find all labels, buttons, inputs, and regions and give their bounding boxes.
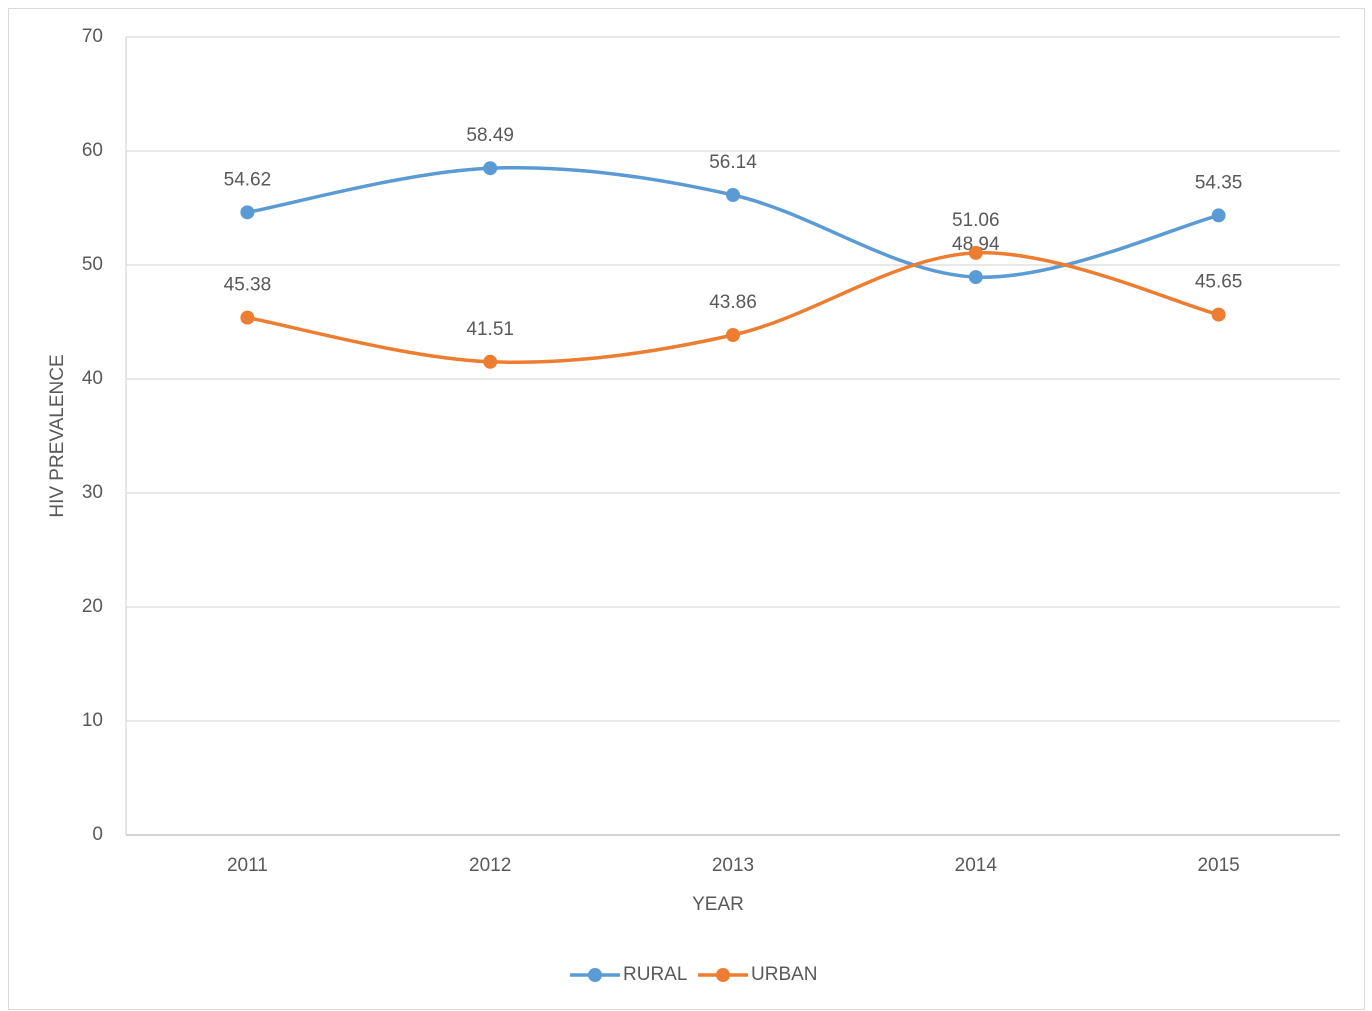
data-label: 58.49 <box>466 125 514 146</box>
point <box>483 354 498 369</box>
point <box>968 245 983 260</box>
legend-marker <box>588 968 602 982</box>
point <box>1211 307 1226 322</box>
y-tick-label: 70 <box>82 26 103 47</box>
point <box>968 270 983 285</box>
y-tick-label: 40 <box>82 368 103 389</box>
point <box>240 310 255 325</box>
y-tick-label: 0 <box>92 824 103 845</box>
x-tick-label: 2014 <box>955 855 998 876</box>
point <box>240 205 255 220</box>
chart-frame <box>8 8 1365 1010</box>
legend-label: RURAL <box>623 964 687 985</box>
x-axis-title: YEAR <box>692 894 744 915</box>
data-label: 56.14 <box>709 152 757 173</box>
x-tick-label: 2015 <box>1197 855 1239 876</box>
y-tick-label: 20 <box>82 596 103 617</box>
data-label: 51.06 <box>952 210 1000 231</box>
y-tick-label: 60 <box>82 140 103 161</box>
data-label: 54.35 <box>1195 172 1243 193</box>
data-label: 54.62 <box>224 169 272 190</box>
data-label: 41.51 <box>466 319 514 340</box>
data-label: 45.65 <box>1195 272 1243 293</box>
data-label: 45.38 <box>224 275 272 296</box>
y-tick-label: 10 <box>82 710 103 731</box>
point <box>483 161 498 176</box>
y-tick-label: 30 <box>82 482 103 503</box>
data-label: 48.94 <box>952 234 1000 255</box>
legend-marker <box>716 968 730 982</box>
point <box>726 188 740 203</box>
point <box>726 327 740 342</box>
data-label: 43.86 <box>709 292 757 313</box>
y-axis-title: HIV PREVALENCE <box>47 354 68 517</box>
y-tick-label: 50 <box>82 254 103 275</box>
x-tick-label: 2011 <box>227 855 268 876</box>
x-tick-label: 2013 <box>712 855 754 876</box>
x-tick-label: 2012 <box>469 855 511 876</box>
legend-label: URBAN <box>751 964 818 985</box>
point <box>1211 208 1226 223</box>
